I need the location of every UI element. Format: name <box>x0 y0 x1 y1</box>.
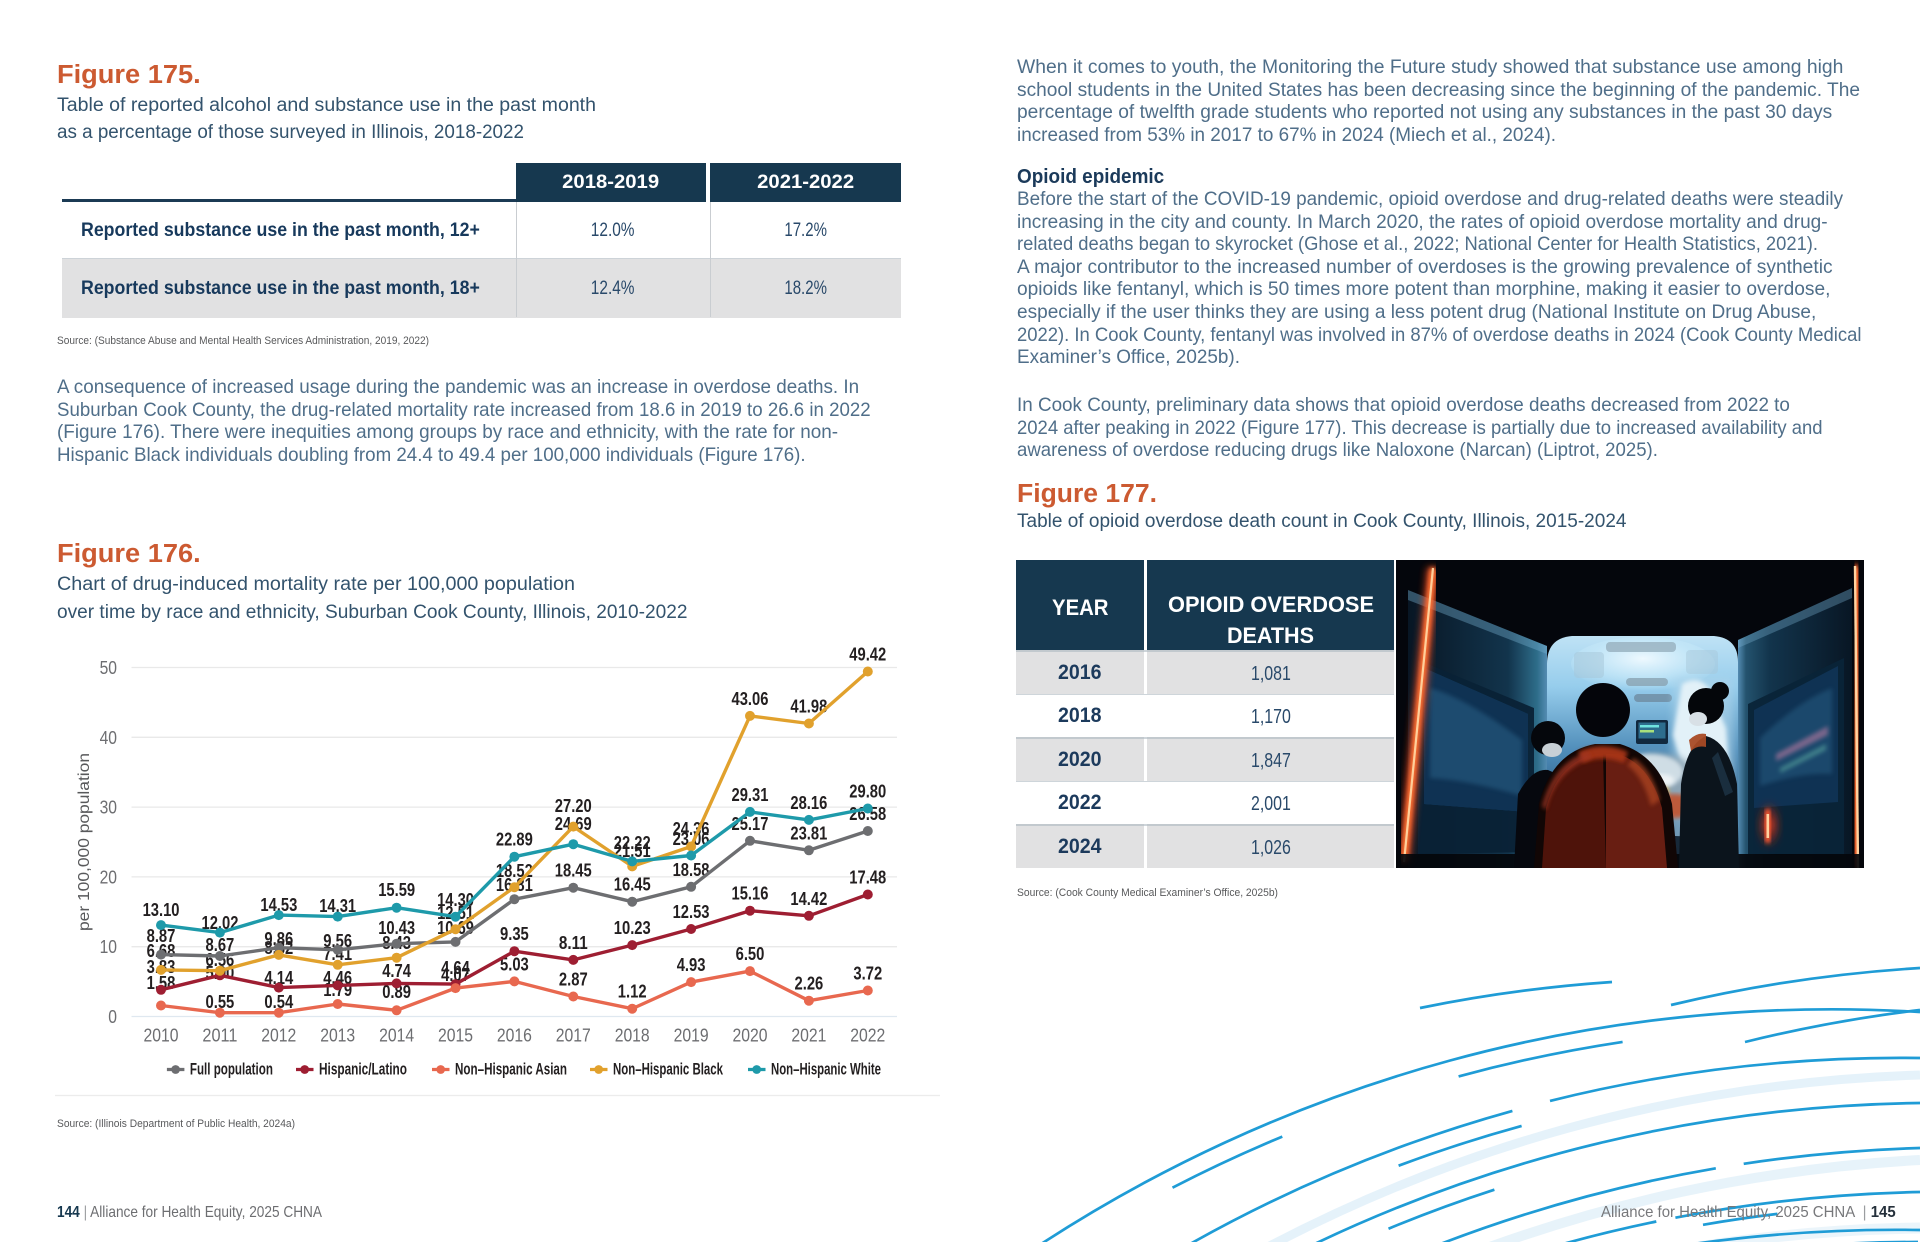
svg-text:41.98: 41.98 <box>790 696 827 717</box>
svg-text:9.35: 9.35 <box>500 923 529 944</box>
svg-text:per 100,000 population: per 100,000 population <box>76 753 93 931</box>
svg-text:18.58: 18.58 <box>673 859 710 880</box>
svg-text:0.55: 0.55 <box>206 991 235 1012</box>
svg-text:50: 50 <box>100 658 117 678</box>
svg-text:Non–Hispanic White: Non–Hispanic White <box>771 1061 881 1079</box>
svg-text:14.42: 14.42 <box>790 888 827 909</box>
svg-text:22.89: 22.89 <box>496 829 533 850</box>
svg-text:4.14: 4.14 <box>264 967 293 988</box>
svg-text:22.22: 22.22 <box>614 832 651 853</box>
svg-text:13.10: 13.10 <box>143 899 180 920</box>
svg-text:4.74: 4.74 <box>382 960 411 981</box>
svg-text:Non–Hispanic Asian: Non–Hispanic Asian <box>455 1061 567 1079</box>
svg-text:21.51: 21.51 <box>614 840 651 861</box>
svg-text:10.23: 10.23 <box>614 917 651 938</box>
svg-text:2020: 2020 <box>733 1026 768 1046</box>
svg-text:0: 0 <box>108 1007 117 1027</box>
svg-text:2016: 2016 <box>497 1026 532 1046</box>
svg-text:15.16: 15.16 <box>732 883 769 904</box>
svg-text:2013: 2013 <box>320 1026 355 1046</box>
svg-text:29.31: 29.31 <box>732 784 769 805</box>
svg-text:10: 10 <box>100 937 117 957</box>
svg-text:12.02: 12.02 <box>202 912 239 933</box>
svg-text:2010: 2010 <box>144 1026 179 1046</box>
svg-text:5.03: 5.03 <box>500 953 529 974</box>
svg-text:3.72: 3.72 <box>853 963 882 984</box>
svg-text:2015: 2015 <box>438 1026 473 1046</box>
svg-text:2014: 2014 <box>379 1026 414 1046</box>
svg-text:1.12: 1.12 <box>618 981 647 1002</box>
svg-text:49.42: 49.42 <box>849 644 886 665</box>
svg-text:16.45: 16.45 <box>614 874 651 895</box>
svg-text:2019: 2019 <box>674 1026 709 1046</box>
svg-text:2012: 2012 <box>261 1026 296 1046</box>
svg-text:10.43: 10.43 <box>378 917 415 938</box>
svg-text:4.64: 4.64 <box>441 957 470 978</box>
svg-text:Full population: Full population <box>190 1061 273 1079</box>
svg-text:2022: 2022 <box>850 1026 885 1046</box>
svg-text:8.11: 8.11 <box>559 932 588 953</box>
svg-text:8.87: 8.87 <box>147 925 176 946</box>
svg-text:28.16: 28.16 <box>790 792 827 813</box>
svg-text:2011: 2011 <box>202 1026 237 1046</box>
svg-text:26.58: 26.58 <box>849 803 886 824</box>
svg-text:0.89: 0.89 <box>382 981 411 1002</box>
svg-text:14.30: 14.30 <box>437 889 474 910</box>
svg-text:2021: 2021 <box>791 1026 826 1046</box>
svg-text:14.53: 14.53 <box>260 894 297 915</box>
svg-text:14.31: 14.31 <box>319 895 356 916</box>
svg-text:6.50: 6.50 <box>736 943 765 964</box>
svg-text:20: 20 <box>100 867 117 887</box>
svg-text:17.48: 17.48 <box>849 867 886 888</box>
svg-text:4.93: 4.93 <box>677 954 706 975</box>
svg-text:23.81: 23.81 <box>790 822 827 843</box>
svg-text:18.45: 18.45 <box>555 860 592 881</box>
svg-text:9.56: 9.56 <box>323 930 352 951</box>
svg-text:4.46: 4.46 <box>323 967 352 988</box>
svg-text:12.53: 12.53 <box>673 901 710 922</box>
svg-text:0.54: 0.54 <box>264 991 293 1012</box>
svg-text:15.59: 15.59 <box>378 879 415 900</box>
svg-text:2018: 2018 <box>615 1026 650 1046</box>
svg-text:9.86: 9.86 <box>264 928 293 949</box>
svg-text:Hispanic/Latino: Hispanic/Latino <box>319 1061 407 1079</box>
svg-text:40: 40 <box>100 728 117 748</box>
svg-text:43.06: 43.06 <box>732 688 769 709</box>
svg-text:30: 30 <box>100 798 117 818</box>
svg-text:23.06: 23.06 <box>673 828 710 849</box>
svg-text:27.20: 27.20 <box>555 795 592 816</box>
svg-text:2.26: 2.26 <box>795 973 824 994</box>
svg-text:2.87: 2.87 <box>559 969 588 990</box>
svg-text:Non–Hispanic Black: Non–Hispanic Black <box>613 1061 724 1079</box>
svg-text:2017: 2017 <box>556 1026 591 1046</box>
svg-text:29.80: 29.80 <box>849 781 886 802</box>
svg-text:8.67: 8.67 <box>206 934 235 955</box>
